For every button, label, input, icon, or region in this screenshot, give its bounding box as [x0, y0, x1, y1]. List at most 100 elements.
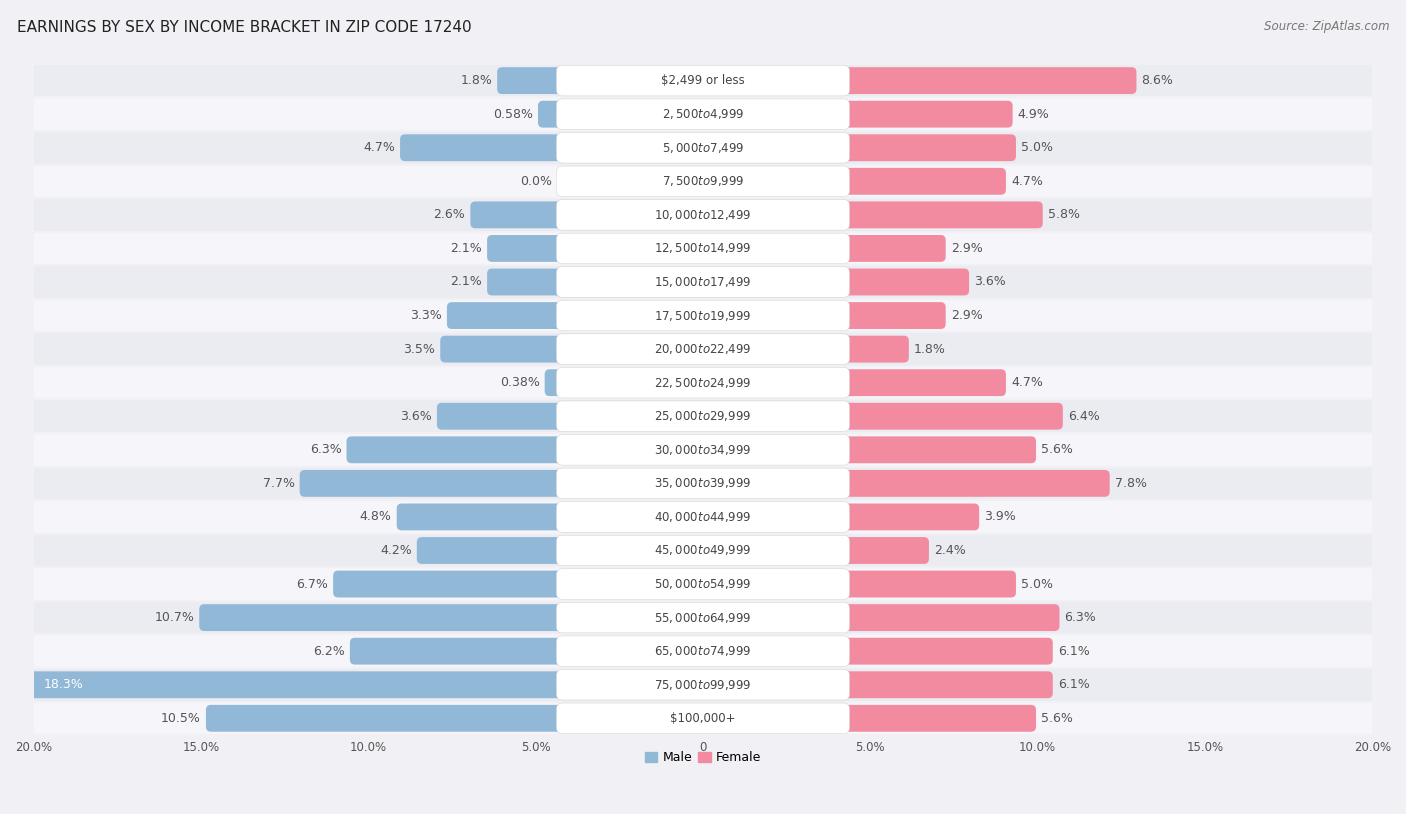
Text: Source: ZipAtlas.com: Source: ZipAtlas.com: [1264, 20, 1389, 33]
FancyBboxPatch shape: [34, 702, 1372, 735]
FancyBboxPatch shape: [557, 602, 849, 633]
FancyBboxPatch shape: [34, 668, 1372, 702]
FancyBboxPatch shape: [498, 68, 568, 94]
FancyBboxPatch shape: [557, 133, 849, 163]
FancyBboxPatch shape: [34, 634, 1372, 668]
FancyBboxPatch shape: [838, 302, 946, 329]
FancyBboxPatch shape: [557, 199, 849, 230]
Text: $45,000 to $49,999: $45,000 to $49,999: [654, 544, 752, 558]
FancyBboxPatch shape: [205, 705, 568, 732]
Text: EARNINGS BY SEX BY INCOME BRACKET IN ZIP CODE 17240: EARNINGS BY SEX BY INCOME BRACKET IN ZIP…: [17, 20, 471, 35]
FancyBboxPatch shape: [557, 669, 849, 700]
Text: 3.3%: 3.3%: [411, 309, 441, 322]
FancyBboxPatch shape: [557, 300, 849, 330]
FancyBboxPatch shape: [838, 672, 1053, 698]
FancyBboxPatch shape: [544, 370, 568, 396]
FancyBboxPatch shape: [838, 134, 1017, 161]
Text: $50,000 to $54,999: $50,000 to $54,999: [654, 577, 752, 591]
FancyBboxPatch shape: [557, 536, 849, 566]
Text: 6.1%: 6.1%: [1057, 678, 1090, 691]
FancyBboxPatch shape: [486, 235, 568, 262]
FancyBboxPatch shape: [838, 705, 1036, 732]
FancyBboxPatch shape: [440, 335, 568, 362]
FancyBboxPatch shape: [557, 334, 849, 365]
Text: 5.6%: 5.6%: [1040, 711, 1073, 724]
FancyBboxPatch shape: [34, 63, 1372, 98]
FancyBboxPatch shape: [557, 468, 849, 499]
FancyBboxPatch shape: [557, 636, 849, 667]
Text: 1.8%: 1.8%: [914, 343, 946, 356]
Text: 4.2%: 4.2%: [380, 544, 412, 557]
FancyBboxPatch shape: [838, 68, 1136, 94]
Text: 7.8%: 7.8%: [1115, 477, 1147, 490]
FancyBboxPatch shape: [838, 537, 929, 564]
Text: 4.7%: 4.7%: [363, 142, 395, 154]
FancyBboxPatch shape: [34, 500, 1372, 534]
FancyBboxPatch shape: [34, 299, 1372, 332]
Text: $2,499 or less: $2,499 or less: [661, 74, 745, 87]
Text: $40,000 to $44,999: $40,000 to $44,999: [654, 510, 752, 524]
FancyBboxPatch shape: [838, 370, 1005, 396]
Text: 4.8%: 4.8%: [360, 510, 392, 523]
FancyBboxPatch shape: [838, 504, 979, 531]
Text: 4.9%: 4.9%: [1018, 107, 1049, 120]
Text: $17,500 to $19,999: $17,500 to $19,999: [654, 309, 752, 322]
Text: 3.5%: 3.5%: [404, 343, 436, 356]
Text: 10.7%: 10.7%: [155, 611, 194, 624]
Text: 6.7%: 6.7%: [297, 578, 328, 590]
FancyBboxPatch shape: [34, 265, 1372, 299]
Text: $35,000 to $39,999: $35,000 to $39,999: [654, 476, 752, 490]
FancyBboxPatch shape: [557, 501, 849, 532]
Text: 6.1%: 6.1%: [1057, 645, 1090, 658]
FancyBboxPatch shape: [34, 567, 1372, 601]
Text: 3.6%: 3.6%: [974, 275, 1005, 288]
Text: 6.2%: 6.2%: [314, 645, 344, 658]
Text: 5.6%: 5.6%: [1040, 444, 1073, 457]
FancyBboxPatch shape: [333, 571, 568, 597]
FancyBboxPatch shape: [34, 534, 1372, 567]
FancyBboxPatch shape: [538, 101, 568, 128]
Text: 7.7%: 7.7%: [263, 477, 295, 490]
Text: $7,500 to $9,999: $7,500 to $9,999: [662, 174, 744, 188]
FancyBboxPatch shape: [34, 366, 1372, 400]
FancyBboxPatch shape: [447, 302, 568, 329]
Text: 2.4%: 2.4%: [934, 544, 966, 557]
Text: 6.3%: 6.3%: [1064, 611, 1097, 624]
Text: $55,000 to $64,999: $55,000 to $64,999: [654, 610, 752, 624]
Text: $5,000 to $7,499: $5,000 to $7,499: [662, 141, 744, 155]
Text: 5.0%: 5.0%: [1021, 578, 1053, 590]
FancyBboxPatch shape: [838, 269, 969, 295]
FancyBboxPatch shape: [34, 198, 1372, 232]
FancyBboxPatch shape: [416, 537, 568, 564]
FancyBboxPatch shape: [557, 166, 849, 196]
FancyBboxPatch shape: [299, 470, 568, 497]
FancyBboxPatch shape: [838, 436, 1036, 463]
FancyBboxPatch shape: [838, 637, 1053, 664]
Text: 0.0%: 0.0%: [520, 175, 553, 188]
FancyBboxPatch shape: [557, 233, 849, 264]
Text: $100,000+: $100,000+: [671, 711, 735, 724]
Text: 4.7%: 4.7%: [1011, 376, 1043, 389]
FancyBboxPatch shape: [0, 672, 568, 698]
FancyBboxPatch shape: [838, 571, 1017, 597]
Text: 18.3%: 18.3%: [44, 678, 83, 691]
Text: $2,500 to $4,999: $2,500 to $4,999: [662, 107, 744, 121]
FancyBboxPatch shape: [200, 604, 568, 631]
FancyBboxPatch shape: [557, 367, 849, 398]
FancyBboxPatch shape: [838, 235, 946, 262]
Text: 1.8%: 1.8%: [460, 74, 492, 87]
FancyBboxPatch shape: [34, 98, 1372, 131]
FancyBboxPatch shape: [557, 569, 849, 599]
Text: 4.7%: 4.7%: [1011, 175, 1043, 188]
Text: $25,000 to $29,999: $25,000 to $29,999: [654, 409, 752, 423]
Text: $15,000 to $17,499: $15,000 to $17,499: [654, 275, 752, 289]
Text: $22,500 to $24,999: $22,500 to $24,999: [654, 376, 752, 390]
Text: 6.3%: 6.3%: [309, 444, 342, 457]
Text: 3.9%: 3.9%: [984, 510, 1017, 523]
Legend: Male, Female: Male, Female: [640, 746, 766, 769]
Text: 0.38%: 0.38%: [499, 376, 540, 389]
FancyBboxPatch shape: [34, 466, 1372, 500]
Text: $65,000 to $74,999: $65,000 to $74,999: [654, 644, 752, 659]
Text: $30,000 to $34,999: $30,000 to $34,999: [654, 443, 752, 457]
Text: 5.0%: 5.0%: [1021, 142, 1053, 154]
